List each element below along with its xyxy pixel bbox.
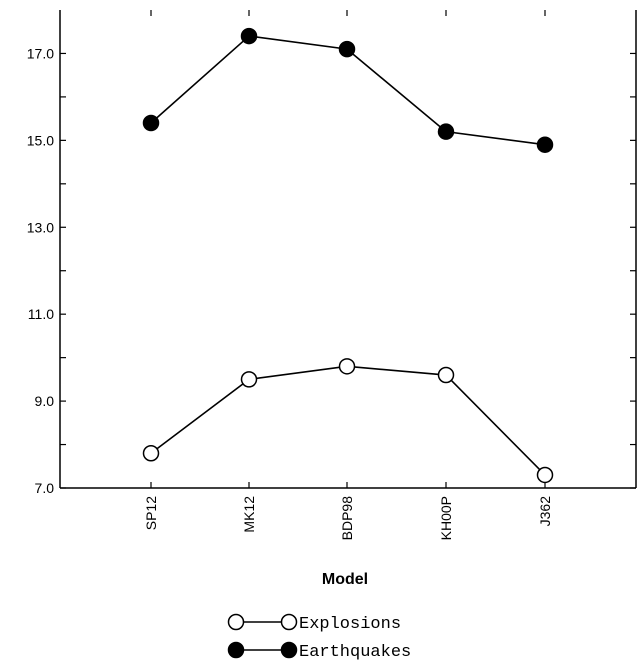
y-tick-label: 17.0 [27,45,54,61]
y-axis-ticks: 7.0 9.0 11.0 13.0 15.0 17.0 [27,45,636,496]
series-line-explosions [150,365,546,476]
series-layer [142,27,554,484]
data-point-earthquakes [437,123,455,140]
legend-marker [227,641,245,659]
data-point-explosions [240,371,258,388]
legend-label: Earthquakes [299,643,411,662]
x-tick-label: SP12 [143,496,159,530]
data-point-explosions [142,444,160,462]
data-point-explosions [338,358,356,375]
legend-label: Explosions [299,615,401,634]
data-point-explosions [536,466,554,484]
y-tick-label: 15.0 [27,132,54,148]
y-tick-label: 13.0 [27,219,54,235]
data-point-earthquakes [536,136,554,153]
plot-frame [59,10,637,489]
x-tick-label: BDP98 [339,496,355,541]
data-point-earthquakes [338,40,356,58]
x-tick-label: KH00P [438,496,454,540]
y-tick-label: 7.0 [35,480,55,496]
y-tick-label: 9.0 [35,393,55,409]
legend-marker [280,641,298,659]
data-point-explosions [437,366,455,384]
legend-marker [227,613,245,631]
x-tick-label: J362 [537,496,553,527]
x-tick-label: MK12 [241,496,257,533]
y-tick-label: 11.0 [28,306,54,322]
legend-marker [280,613,298,631]
x-axis-title: Model [322,571,368,588]
data-point-earthquakes [240,27,258,45]
x-axis-ticks: SP12 MK12 BDP98 KH00P J362 [143,10,553,540]
data-point-earthquakes [142,114,160,132]
legend: Explosions Earthquakes [227,613,411,662]
